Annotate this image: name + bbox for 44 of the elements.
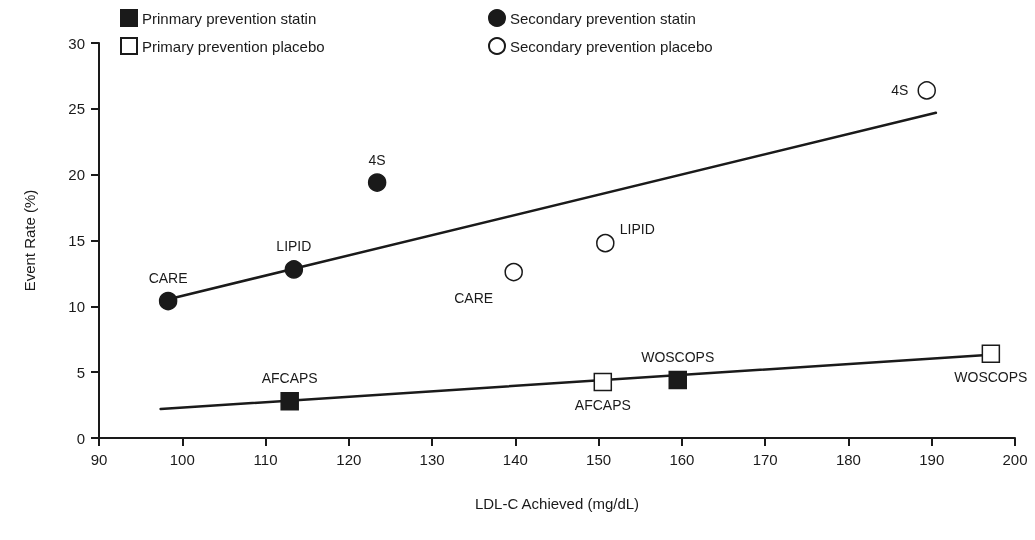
point	[158, 291, 178, 311]
point	[367, 173, 387, 192]
annotation: LIPID	[619, 221, 655, 238]
x-tick-label: 180	[835, 451, 861, 468]
annotation: CARE	[148, 270, 188, 287]
legend-label: Secondary prevention placebo	[510, 37, 713, 55]
x-tick-label: 170	[752, 451, 778, 468]
legend-label: Secondary prevention statin	[510, 9, 696, 27]
legend-label: Primary prevention placebo	[142, 37, 325, 55]
x-tick-label: 90	[90, 451, 108, 468]
point	[280, 391, 299, 411]
point	[981, 344, 1001, 363]
y-tick-label: 20	[68, 166, 85, 184]
x-tick-label: 110	[253, 451, 278, 468]
annotation: LIPID	[276, 238, 312, 255]
annotation: WOSCOPS	[954, 368, 1028, 385]
point	[284, 260, 304, 279]
y-axis-title: Event Rate (%)	[21, 189, 38, 292]
y-tick-label: 25	[68, 100, 85, 118]
annotation: 4S	[368, 151, 386, 168]
x-tick-label: 120	[336, 451, 362, 468]
y-tick-label: 15	[68, 232, 85, 249]
annotation: AFCAPS	[574, 397, 631, 414]
annotation: AFCAPS	[261, 370, 318, 387]
x-tick-label: 150	[586, 451, 612, 468]
point	[668, 370, 687, 390]
annotation: 4S	[891, 82, 909, 99]
x-tick-label: 200	[1002, 451, 1028, 468]
x-tick-label: 160	[669, 451, 695, 468]
x-tick-label: 140	[502, 451, 528, 468]
x-tick-label: 130	[419, 451, 445, 468]
point	[593, 372, 613, 392]
y-tick-label: 30	[68, 34, 85, 52]
legend-label: Prinmary prevention statin	[142, 9, 317, 27]
point	[596, 233, 615, 253]
x-axis-title: LDL-C Achieved (mg/dL)	[474, 495, 640, 512]
y-tick-label: 5	[76, 363, 85, 381]
annotation: WOSCOPS	[641, 349, 715, 366]
x-tick-label: 190	[919, 451, 945, 468]
x-tick-label: 100	[169, 451, 195, 468]
point	[504, 262, 523, 282]
y-tick-label: 10	[68, 297, 85, 315]
annotation: CARE	[454, 290, 494, 307]
y-tick-label: 0	[76, 429, 85, 447]
